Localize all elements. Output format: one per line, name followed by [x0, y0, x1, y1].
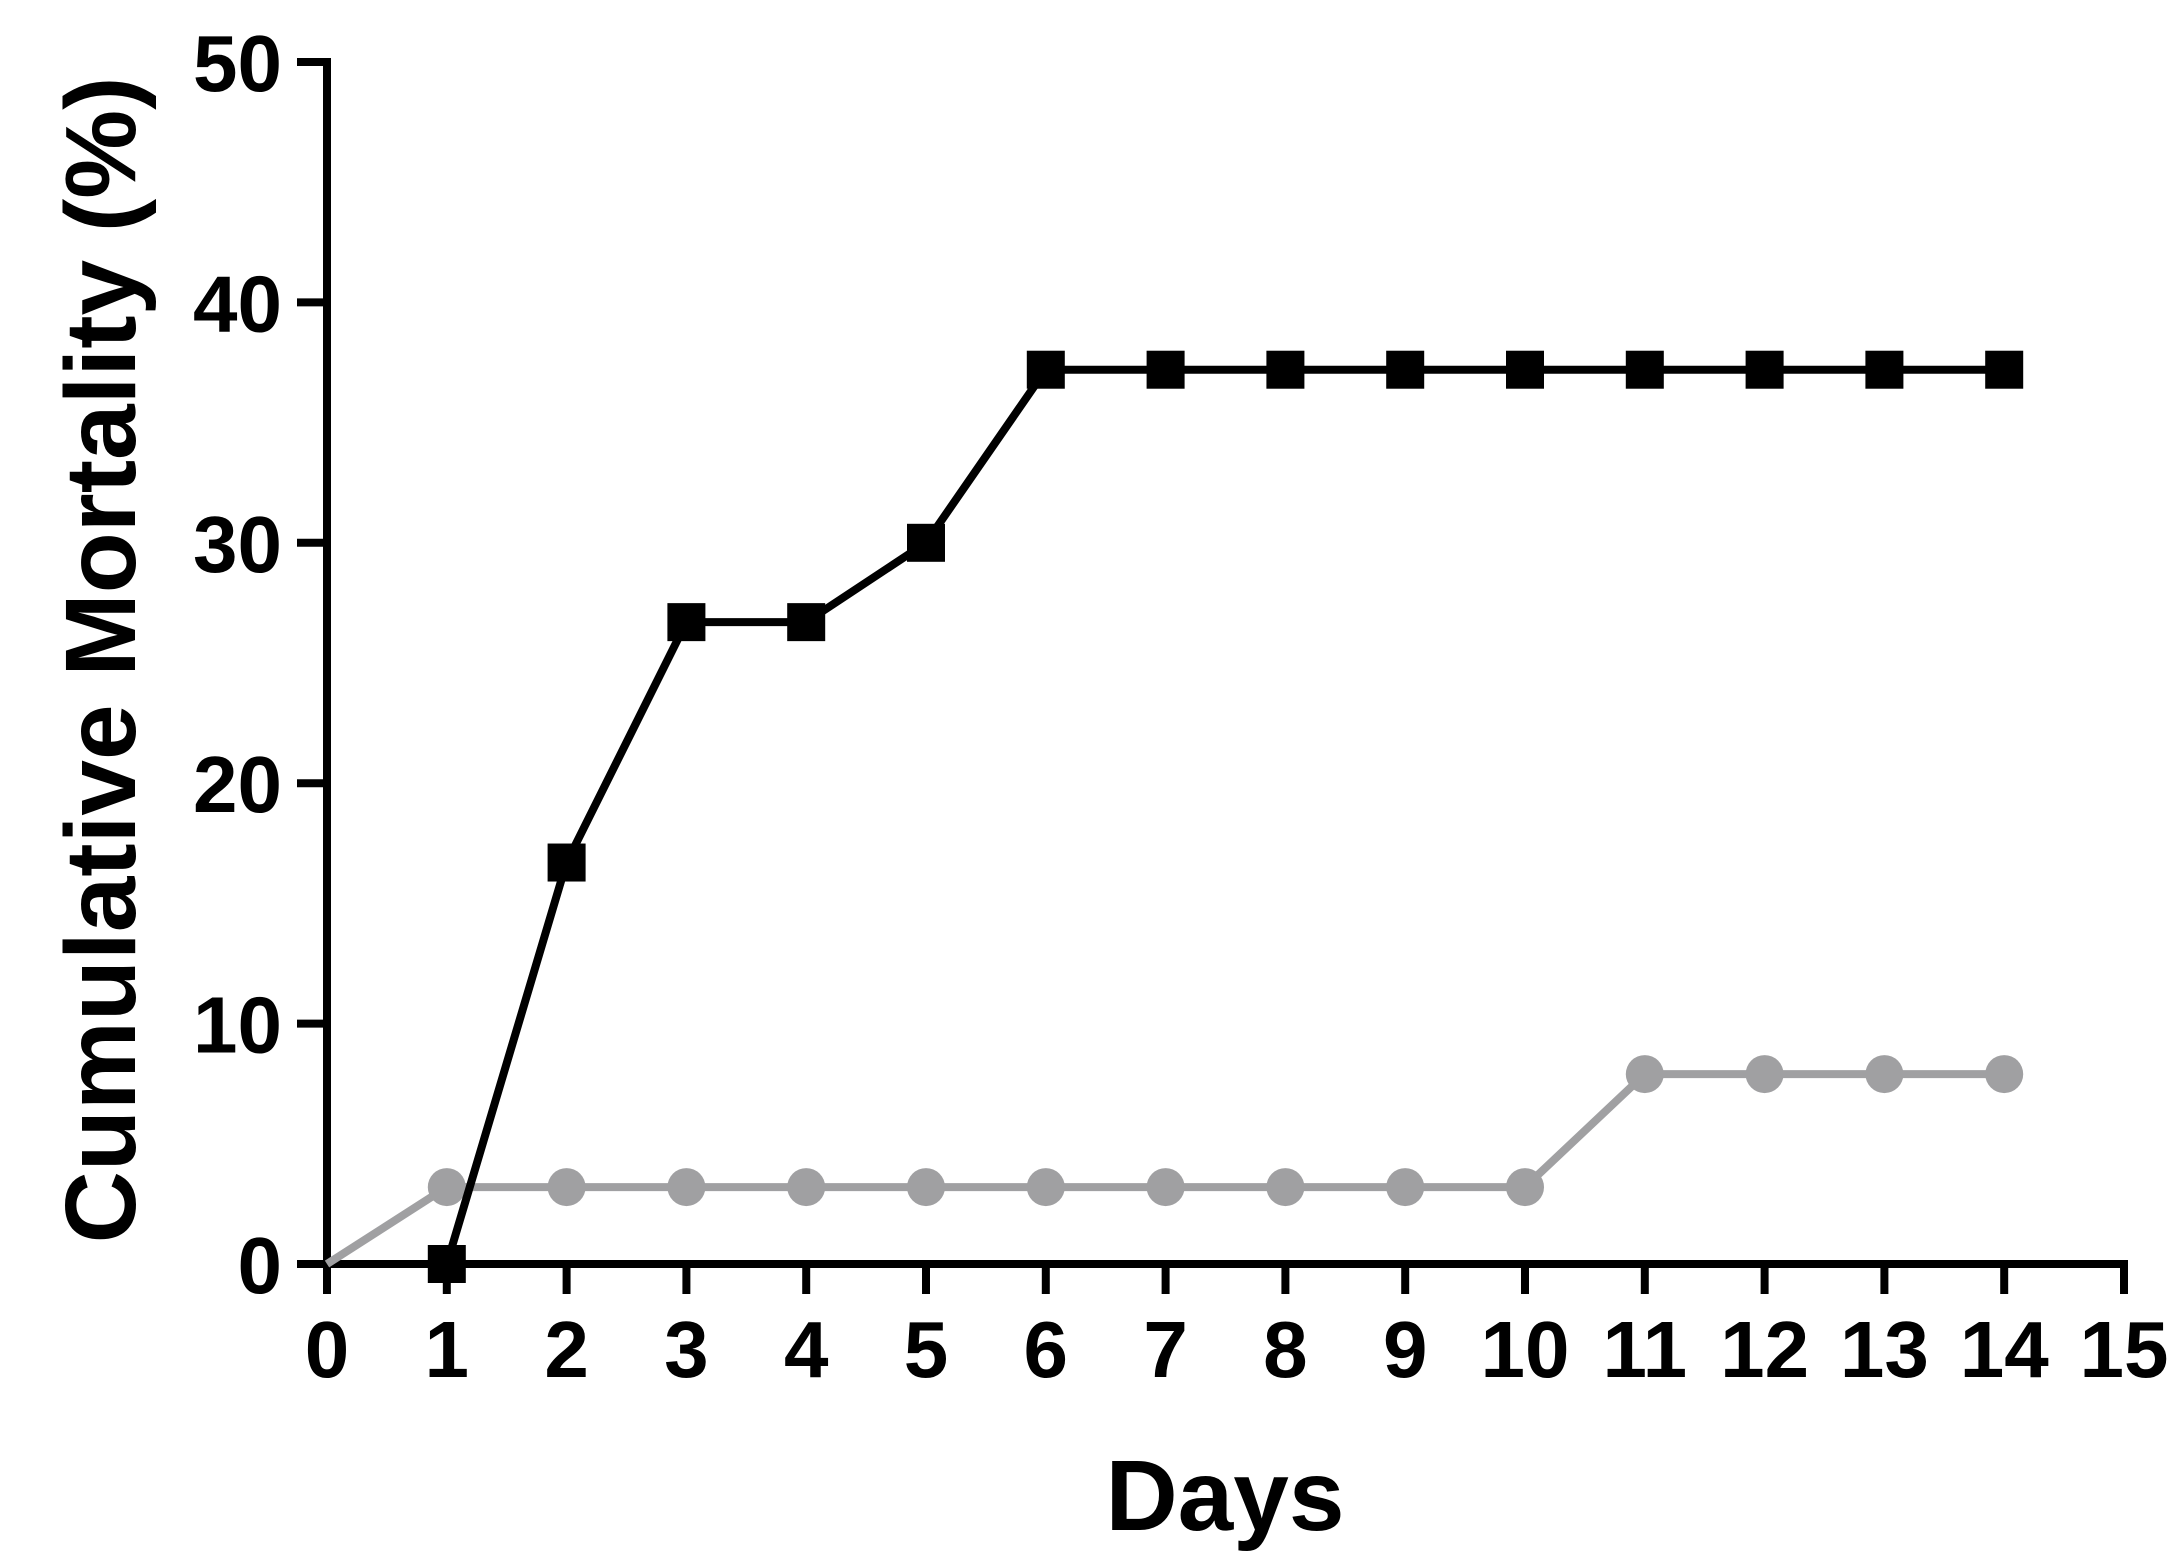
x-tick-label: 3: [664, 1305, 709, 1394]
data-point-square: [1745, 350, 1784, 389]
data-point-square: [1625, 350, 1664, 389]
data-point-square: [1266, 350, 1305, 389]
data-point-circle: [1146, 1168, 1185, 1207]
x-axis-title: Days: [1105, 1440, 1344, 1552]
data-point-square: [907, 523, 945, 562]
x-tick-label: 15: [2080, 1305, 2169, 1394]
series-line: [442, 365, 2005, 1266]
x-tick-label: 9: [1383, 1305, 1428, 1394]
data-point-circle: [1026, 1168, 1065, 1207]
x-tick-label: 5: [904, 1305, 949, 1394]
data-point-circle: [547, 1168, 586, 1207]
data-point-square: [1865, 350, 1904, 389]
data-point-circle: [1625, 1055, 1664, 1094]
data-point-circle: [667, 1168, 706, 1207]
series-circles: [324, 1055, 2024, 1268]
y-tick-label: 0: [238, 1221, 283, 1310]
x-tick-label: 14: [1960, 1305, 2049, 1394]
data-point-square: [1506, 350, 1544, 389]
y-tick-label: 30: [193, 500, 282, 589]
y-tick-label: 50: [193, 19, 282, 108]
data-point-square: [1386, 350, 1425, 389]
x-tick-label: 6: [1024, 1305, 1069, 1394]
data-point-circle: [907, 1168, 945, 1207]
data-point-circle: [1386, 1168, 1425, 1207]
x-tick-label: 1: [425, 1305, 470, 1394]
x-tick-label: 0: [305, 1305, 350, 1394]
data-point-square: [427, 1245, 466, 1283]
x-tick-label: 10: [1481, 1305, 1570, 1394]
data-point-square: [1146, 350, 1185, 389]
data-point-square: [1026, 350, 1065, 389]
y-tick-label: 40: [193, 259, 282, 348]
data-point-circle: [427, 1168, 466, 1207]
data-point-square: [1985, 350, 2024, 389]
data-point-circle: [1266, 1168, 1305, 1207]
data-point-square: [787, 603, 826, 642]
x-tick-label: 4: [784, 1305, 829, 1394]
axes: [323, 58, 2128, 1268]
y-tick-label: 10: [193, 981, 282, 1070]
x-tick-label: 8: [1263, 1305, 1308, 1394]
x-tick-label: 7: [1143, 1305, 1188, 1394]
x-tick-label: 13: [1840, 1305, 1929, 1394]
x-tick-label: 12: [1720, 1305, 1809, 1394]
y-axis-title: Cumulative Mortality (%): [45, 77, 157, 1244]
series-group: [324, 350, 2024, 1283]
series-squares: [427, 350, 2024, 1283]
x-tick-label: 11: [1603, 1305, 1688, 1394]
data-point-circle: [1745, 1055, 1784, 1094]
y-tick-label: 20: [193, 740, 282, 829]
axes-frame: [323, 58, 2128, 1268]
data-point-square: [667, 603, 706, 642]
x-tick-label: 2: [544, 1305, 589, 1394]
data-point-circle: [787, 1168, 826, 1207]
data-point-circle: [1985, 1055, 2024, 1094]
data-point-circle: [1506, 1168, 1544, 1207]
data-point-circle: [1865, 1055, 1904, 1094]
data-point-square: [547, 843, 586, 882]
